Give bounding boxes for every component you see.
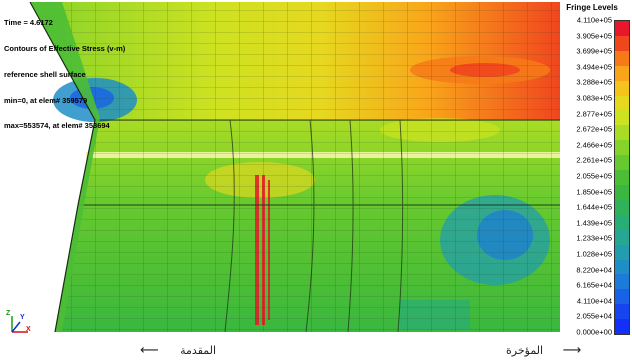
legend-swatch [615,274,629,290]
legend-level-label: 2.055e+05 [576,171,612,181]
legend-level-label: 4.110e+04 [576,296,612,306]
legend-swatch [615,95,629,111]
legend-swatch [615,80,629,96]
fringe-legend-colorbar [614,20,630,335]
legend-swatch [615,184,629,200]
legend-level-label: 2.877e+05 [576,109,612,119]
legend-level-label: 2.261e+05 [576,155,612,165]
legend-swatch [615,319,629,335]
axis-x-label: X [26,326,31,333]
legend-swatch [615,244,629,260]
axis-triad-icon: Z Y X [6,310,32,336]
legend-level-label: 0.000e+00 [576,327,612,337]
legend-level-label: 3.905e+05 [576,31,612,41]
axis-z-label: Z [6,310,11,317]
legend-swatch [615,155,629,171]
result-header: Time = 4.6172 Contours of Effective Stre… [4,2,125,148]
front-label: المقدمة [180,344,217,357]
time-readout: Time = 4.6172 [4,18,53,28]
legend-swatch [615,259,629,275]
front-direction-caption: ⟵ المقدمة [140,343,216,358]
legend-level-label: 2.672e+05 [576,124,612,134]
max-value: max=553574, at elem# 353694 [4,121,110,131]
legend-swatch [615,125,629,141]
legend-swatch [615,50,629,66]
legend-level-label: 6.165e+04 [576,280,612,290]
legend-swatch [615,35,629,51]
legend-swatch [615,140,629,156]
legend-level-label: 1.233e+05 [576,233,612,243]
legend-level-label: 3.288e+05 [576,77,612,87]
legend-swatch [615,170,629,185]
legend-level-label: 1.028e+05 [576,249,612,259]
legend-swatch [615,65,629,81]
min-value: min=0, at elem# 359579 [4,95,88,105]
legend-swatch [615,21,629,36]
contour-type: Contours of Effective Stress (v-m) [4,43,126,53]
right-arrow-icon: ⟶ [562,343,582,358]
legend-swatch [615,304,629,320]
legend-level-label: 2.466e+05 [576,140,612,150]
legend-title: Fringe Levels [566,3,618,12]
legend-level-label: 3.494e+05 [576,62,612,72]
fringe-plot-viewport: Time = 4.6172 Contours of Effective Stre… [4,1,630,337]
stress-contour-mesh [29,1,560,333]
legend-level-label: 1.850e+05 [576,187,612,197]
rear-label: المؤخرة [506,344,544,357]
rear-direction-caption: المؤخرة ⟶ [506,343,581,358]
legend-swatch [615,289,629,305]
legend-level-label: 4.110e+05 [576,15,612,25]
legend-swatch [615,110,629,126]
fringe-legend-labels: 4.110e+05 3.905e+05 3.699e+05 3.494e+05 3.28… [566,15,614,337]
legend-level-label: 8.220e+04 [576,265,612,275]
surface-type: reference shell surface [4,69,86,79]
legend-swatch [615,214,629,230]
legend-level-label: 2.055e+04 [576,311,612,321]
legend-level-label: 3.083e+05 [576,93,612,103]
axis-y-label: Y [20,314,25,321]
legend-level-label: 1.439e+05 [576,218,612,228]
legend-level-label: 3.699e+05 [576,46,612,56]
legend-swatch [615,229,629,245]
legend-level-label: 1.644e+05 [576,202,612,212]
legend-swatch [615,199,629,215]
left-arrow-icon: ⟵ [140,343,159,358]
